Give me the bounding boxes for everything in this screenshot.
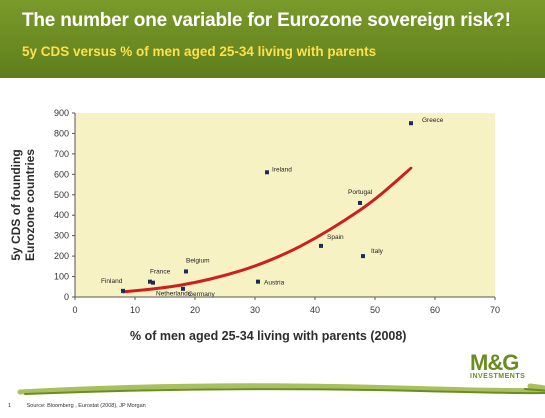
page-title: The number one variable for Eurozone sov… bbox=[22, 10, 511, 31]
point-label-austria: Austria bbox=[264, 280, 285, 287]
header-banner: The number one variable for Eurozone sov… bbox=[0, 0, 545, 78]
y-tick-label: 700 bbox=[54, 149, 69, 159]
x-tick-label: 30 bbox=[250, 305, 260, 315]
data-point-portugal bbox=[358, 200, 362, 205]
chart-axes: 0 10 20 30 40 50 60 700100200300400500600700800… bbox=[54, 108, 500, 315]
data-point-belgium bbox=[184, 269, 188, 274]
logo-subtext: INVESTMENTS bbox=[470, 373, 526, 380]
logo-text: M&G bbox=[470, 350, 519, 375]
x-tick-label: 40 bbox=[310, 305, 320, 315]
point-label-italy: Italy bbox=[371, 248, 384, 255]
data-point-finland bbox=[121, 288, 125, 293]
y-axis-label-line: Eurozone countries bbox=[23, 149, 37, 261]
data-point-germany bbox=[181, 286, 185, 291]
data-point-italy bbox=[361, 254, 365, 259]
x-tick-label: 50 bbox=[370, 305, 380, 315]
y-tick-label: 0 bbox=[64, 292, 69, 302]
x-tick-label: 10 bbox=[130, 305, 140, 315]
y-axis-label-line: 5y CDS of founding bbox=[9, 149, 23, 260]
y-tick-label: 500 bbox=[54, 190, 69, 200]
x-tick-label: 20 bbox=[190, 305, 200, 315]
trend-line bbox=[121, 166, 413, 294]
plot-area bbox=[75, 113, 495, 297]
point-label-germany: Germany bbox=[188, 291, 215, 298]
point-label-greece: Greece bbox=[422, 117, 444, 124]
point-label-belgium: Belgium bbox=[186, 257, 209, 264]
point-label-france: France bbox=[150, 269, 171, 276]
x-tick-label: 70 bbox=[490, 305, 500, 315]
y-tick-label: 900 bbox=[54, 108, 69, 118]
y-tick-label: 200 bbox=[54, 251, 69, 261]
data-point-france bbox=[151, 280, 155, 285]
trend-layer bbox=[121, 166, 413, 294]
point-label-finland: Finland bbox=[101, 278, 123, 285]
point-label-portugal: Portugal bbox=[348, 189, 373, 196]
brand-logo: M&G INVESTMENTS bbox=[470, 350, 540, 390]
data-point-austria bbox=[256, 279, 260, 284]
decorative-swoosh bbox=[17, 383, 545, 395]
data-point-spain bbox=[319, 243, 323, 248]
y-tick-label: 300 bbox=[54, 231, 69, 241]
data-point-netherlands bbox=[148, 279, 152, 284]
x-tick-label: 60 bbox=[430, 305, 440, 315]
y-tick-label: 100 bbox=[54, 272, 69, 282]
point-label-netherlands: Netherlands bbox=[156, 291, 192, 298]
points-layer: Finland Netherlands France Germany Belgium Au… bbox=[101, 117, 444, 298]
y-tick-label: 600 bbox=[54, 169, 69, 179]
y-tick-label: 800 bbox=[54, 128, 69, 138]
data-point-ireland bbox=[265, 170, 269, 175]
source-note: Source: Bloomberg , Eurostat (2008), JP … bbox=[26, 403, 146, 409]
x-tick-label: 0 bbox=[72, 305, 77, 315]
data-point-greece bbox=[409, 121, 413, 126]
page-number: 1 bbox=[8, 403, 12, 409]
page-subtitle: 5y CDS versus % of men aged 25-34 living… bbox=[22, 44, 377, 59]
footer: 1 Source: Bloomberg , Eurostat (2008), J… bbox=[8, 403, 146, 409]
point-label-ireland: Ireland bbox=[272, 166, 292, 173]
point-label-spain: Spain bbox=[327, 234, 344, 241]
y-axis-label: 5y CDS of founding Eurozone countries bbox=[9, 149, 37, 261]
y-tick-label: 400 bbox=[54, 210, 69, 220]
x-axis-label: % of men aged 25-34 living with parents … bbox=[130, 329, 407, 343]
